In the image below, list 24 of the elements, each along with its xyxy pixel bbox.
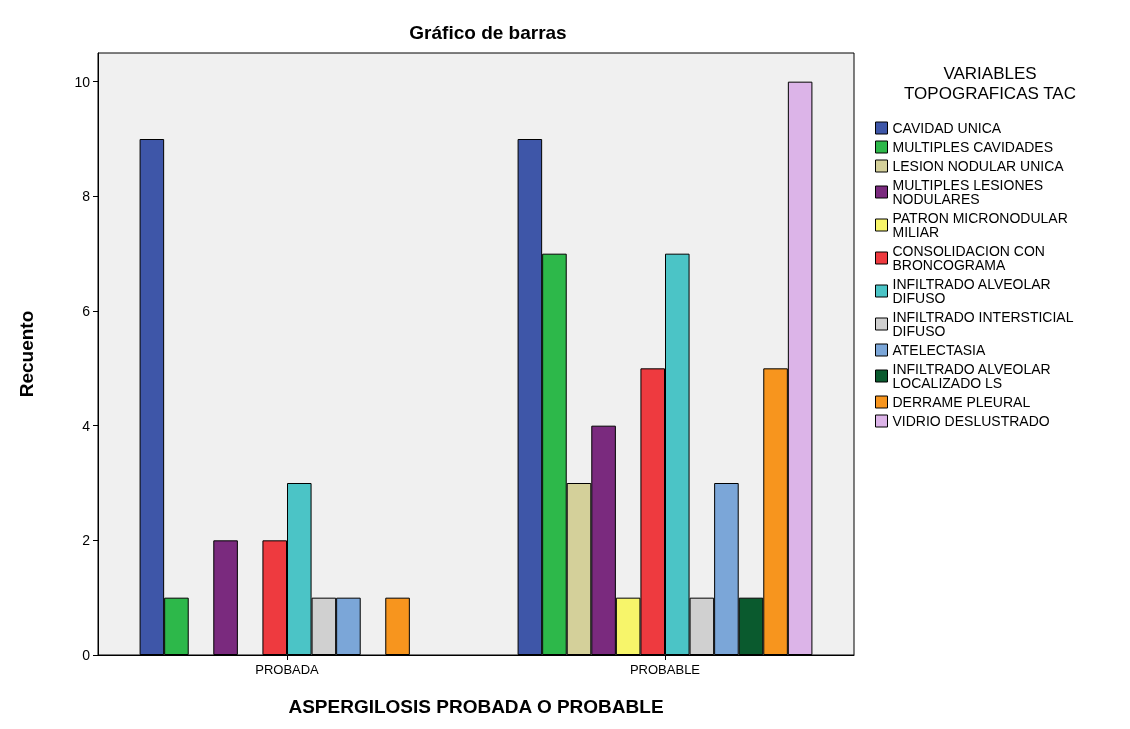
legend-label: LESION NODULAR UNICA: [892, 158, 1065, 174]
x-axis-title: ASPERGILOSIS PROBADA O PROBABLE: [288, 696, 664, 717]
legend-label: CAVIDAD UNICA: [892, 120, 1002, 136]
legend-label: MULTIPLES CAVIDADES: [892, 139, 1054, 155]
legend-label: VIDRIO DESLUSTRADO: [892, 413, 1050, 429]
y-axis-title: Recuento: [16, 310, 37, 398]
legend-label: MULTIPLES LESIONES NODULARES: [892, 177, 1048, 207]
legend-label: ATELECTASIA: [892, 342, 986, 358]
legend-title: VARIABLES TOPOGRAFICAS TAC: [904, 63, 1076, 103]
y-tick-label: 8: [82, 188, 91, 205]
x-tick-label: PROBADA: [255, 662, 320, 677]
y-tick-label: 6: [82, 303, 91, 319]
legend-label: PATRON MICRONODULAR MILIAR: [892, 210, 1072, 240]
y-tick-label: 4: [82, 417, 91, 434]
chart-title: Gráfico de barras: [409, 22, 567, 43]
y-tick-label: 0: [82, 647, 91, 663]
legend-label: INFILTRADO ALVEOLAR DIFUSO: [892, 276, 1055, 306]
legend-label: CONSOLIDACION CON BRONCOGRAMA: [892, 243, 1049, 273]
y-tick-label: 2: [82, 532, 91, 549]
x-tick-label: PROBABLE: [629, 662, 701, 677]
legend-label: INFILTRADO ALVEOLAR LOCALIZADO LS: [892, 361, 1055, 391]
legend-label: DERRAME PLEURAL: [892, 394, 1031, 410]
legend-label: INFILTRADO INTERSTICIAL DIFUSO: [892, 309, 1077, 339]
y-tick-label: 10: [74, 73, 91, 90]
